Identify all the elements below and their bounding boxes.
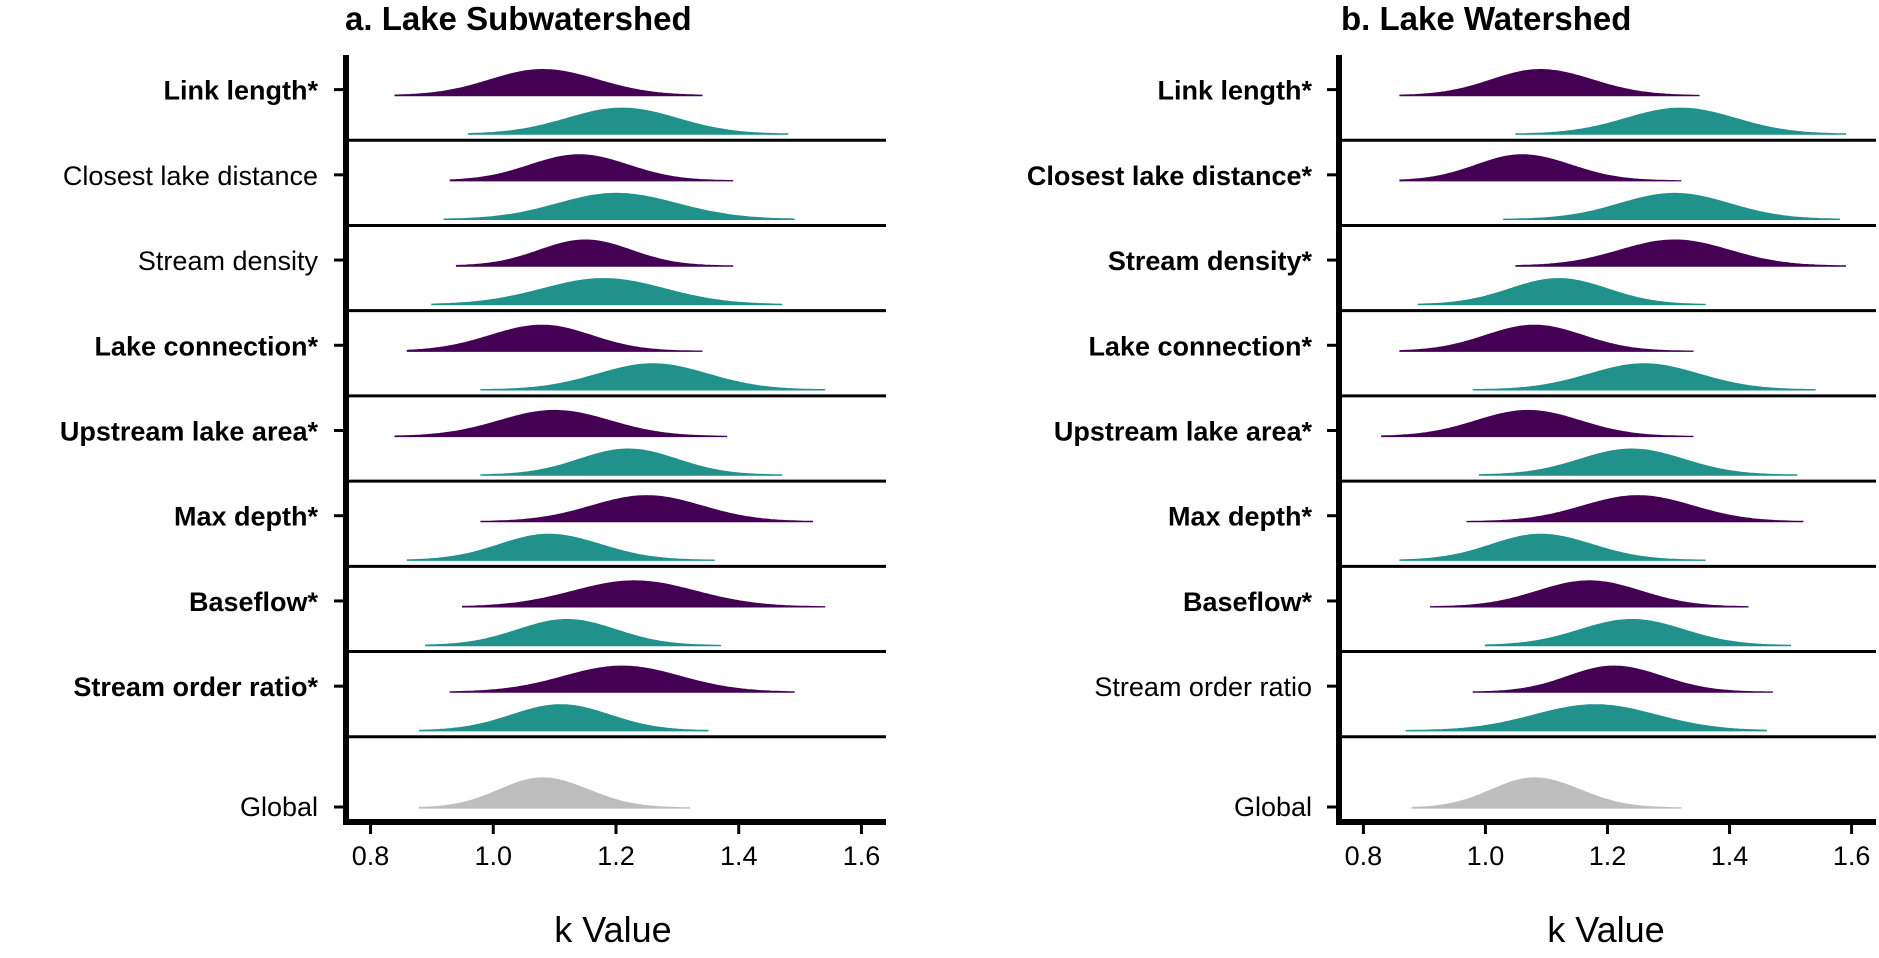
density-purple bbox=[1466, 495, 1804, 523]
category-row: Lake connection* bbox=[94, 324, 886, 398]
density-teal bbox=[1417, 278, 1706, 306]
x-tick-label: 1.2 bbox=[597, 841, 635, 871]
category-row: Link length* bbox=[164, 69, 886, 142]
density-teal bbox=[1478, 448, 1798, 476]
category-label: Closest lake distance* bbox=[1027, 161, 1313, 191]
category-label: Baseflow* bbox=[1183, 587, 1313, 617]
category-row: Link length* bbox=[1158, 69, 1876, 142]
x-tick-label: 0.8 bbox=[352, 841, 390, 871]
density-purple bbox=[406, 324, 703, 352]
density-teal bbox=[406, 533, 715, 561]
category-row: Lake connection* bbox=[1088, 324, 1876, 398]
density-teal bbox=[443, 192, 795, 220]
category-row: Baseflow* bbox=[1183, 580, 1876, 654]
density-purple bbox=[449, 665, 795, 693]
density-teal bbox=[1399, 533, 1706, 561]
density-teal bbox=[1472, 363, 1816, 391]
density-purple bbox=[480, 495, 813, 523]
category-label: Upstream lake area* bbox=[1054, 417, 1313, 447]
x-tick-label: 1.0 bbox=[474, 841, 512, 871]
category-label: Max depth* bbox=[174, 502, 319, 532]
category-row: Stream density* bbox=[1108, 239, 1876, 313]
density-purple bbox=[1399, 154, 1682, 182]
density-purple bbox=[462, 580, 826, 608]
density-teal bbox=[1405, 704, 1767, 732]
density-teal bbox=[1484, 619, 1792, 647]
panel-lake-subwatershed: a. Lake Subwatershed k Value Link length… bbox=[60, 0, 886, 950]
category-row: Baseflow* bbox=[189, 580, 886, 654]
category-row: Global bbox=[1234, 777, 1682, 822]
density-teal bbox=[480, 448, 783, 476]
category-row: Stream order ratio bbox=[1094, 665, 1876, 739]
category-label: Closest lake distance bbox=[63, 161, 318, 191]
density-purple bbox=[1515, 239, 1847, 267]
x-axis-title: k Value bbox=[554, 909, 671, 950]
category-row: Closest lake distance* bbox=[1027, 154, 1876, 227]
category-row: Upstream lake area* bbox=[60, 409, 886, 483]
density-purple bbox=[1399, 324, 1694, 352]
category-label: Lake connection* bbox=[94, 331, 318, 361]
density-teal bbox=[480, 363, 826, 391]
category-label: Stream density bbox=[138, 246, 319, 276]
category-row: Max depth* bbox=[174, 495, 886, 568]
density-teal bbox=[431, 278, 783, 306]
density-purple bbox=[1399, 69, 1700, 97]
category-row: Upstream lake area* bbox=[1054, 409, 1876, 483]
density-purple bbox=[449, 154, 734, 182]
category-label: Stream order ratio bbox=[1094, 672, 1312, 702]
category-row: Closest lake distance bbox=[63, 154, 886, 227]
category-row: Stream density bbox=[138, 239, 886, 313]
density-teal bbox=[425, 619, 721, 647]
category-label: Max depth* bbox=[1168, 502, 1313, 532]
density-purple bbox=[455, 239, 734, 267]
category-label: Stream order ratio* bbox=[73, 672, 318, 702]
x-axis-title: k Value bbox=[1547, 909, 1664, 950]
category-label: Link length* bbox=[164, 76, 319, 106]
x-tick-label: 1.6 bbox=[843, 841, 881, 871]
category-row: Stream order ratio* bbox=[73, 665, 886, 739]
panel-lake-watershed: b. Lake Watershed k Value Link length* Cl… bbox=[1027, 0, 1876, 950]
x-tick-label: 1.6 bbox=[1833, 841, 1871, 871]
panel-title: b. Lake Watershed bbox=[1341, 0, 1631, 37]
category-label: Global bbox=[240, 792, 318, 822]
density-teal bbox=[419, 704, 709, 732]
density-global bbox=[1411, 777, 1682, 809]
density-purple bbox=[394, 409, 728, 438]
x-tick-label: 0.8 bbox=[1345, 841, 1383, 871]
category-label: Link length* bbox=[1158, 76, 1313, 106]
category-label: Global bbox=[1234, 792, 1312, 822]
density-teal bbox=[1503, 192, 1840, 220]
category-row: Global bbox=[240, 777, 691, 822]
density-purple bbox=[394, 69, 703, 97]
x-tick-label: 1.4 bbox=[1711, 841, 1749, 871]
density-purple bbox=[1381, 409, 1694, 438]
category-row: Max depth* bbox=[1168, 495, 1876, 568]
density-teal bbox=[468, 107, 789, 135]
density-purple bbox=[1429, 580, 1749, 608]
x-tick-label: 1.2 bbox=[1589, 841, 1627, 871]
x-tick-label: 1.4 bbox=[720, 841, 758, 871]
panel-title: a. Lake Subwatershed bbox=[345, 0, 692, 37]
category-label: Baseflow* bbox=[189, 587, 319, 617]
density-teal bbox=[1515, 107, 1847, 135]
x-tick-label: 1.0 bbox=[1467, 841, 1505, 871]
density-purple bbox=[1472, 665, 1773, 693]
category-label: Upstream lake area* bbox=[60, 417, 319, 447]
density-global bbox=[419, 777, 691, 809]
category-label: Lake connection* bbox=[1088, 331, 1312, 361]
category-label: Stream density* bbox=[1108, 246, 1313, 276]
